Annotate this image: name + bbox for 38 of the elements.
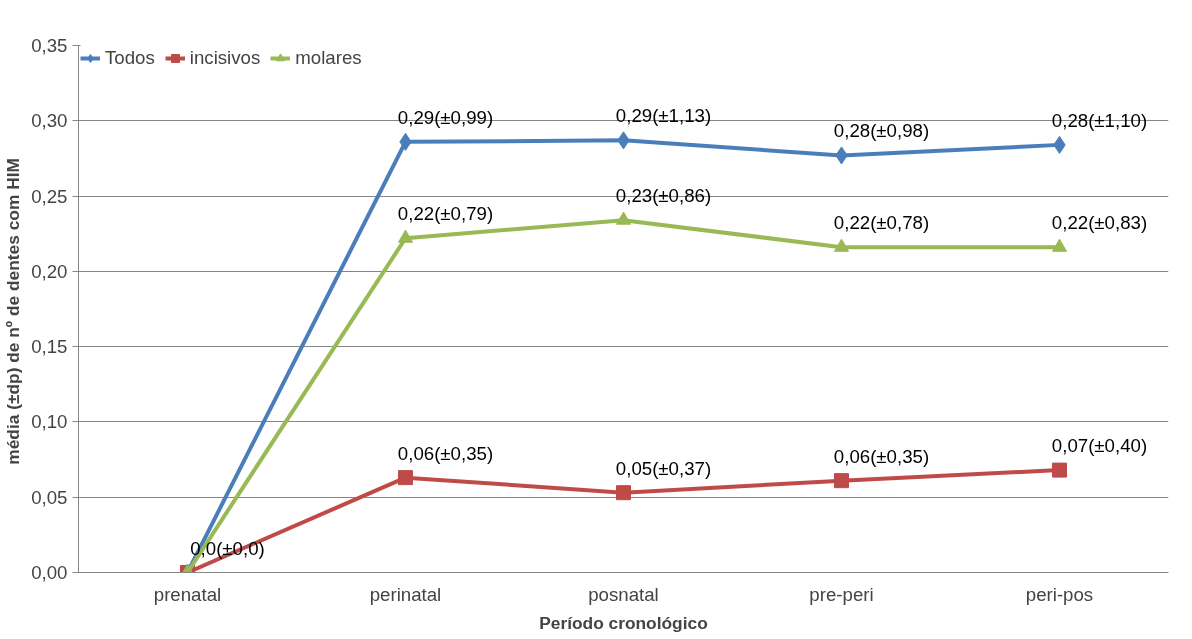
data-label: 0,22(±0,78) [833, 212, 930, 234]
data-label: 0,29(±0,99) [397, 106, 494, 128]
data-label: 0,22(±0,79) [397, 203, 494, 225]
point [1052, 462, 1067, 478]
data-label: 0,06(±0,35) [833, 445, 930, 467]
data-label: 0,22(±0,83) [1051, 212, 1148, 234]
data-label: 0,23(±0,86) [615, 185, 712, 207]
point [834, 238, 849, 252]
legend-label: molares [295, 47, 362, 69]
y-tick-label: 0,25 [31, 185, 68, 207]
point [1052, 238, 1067, 252]
data-label: 0,28(±0,98) [833, 120, 930, 142]
y-tick-label: 0,20 [31, 260, 68, 282]
x-tick-label: peri-pos [1025, 583, 1094, 605]
data-label: 0,05(±0,37) [615, 457, 712, 479]
data-label: 0,29(±1,13) [615, 105, 712, 127]
y-tick-label: 0,30 [31, 110, 68, 132]
point [398, 229, 413, 243]
data-label: 0,06(±0,35) [397, 442, 494, 464]
point [616, 485, 631, 501]
data-label: 0,07(±0,40) [1051, 435, 1148, 457]
legend-label: incisivos [189, 47, 261, 69]
data-label: 0,28(±1,10) [1051, 109, 1148, 131]
x-tick-label: posnatal [588, 583, 659, 605]
point [616, 211, 631, 225]
y-tick-label: 0,00 [31, 562, 68, 583]
point [834, 473, 849, 489]
y-tick-label: 0,10 [31, 411, 68, 433]
y-tick-label: 0,15 [31, 336, 68, 358]
x-tick-label: prenatal [153, 583, 222, 605]
y-axis-title: média (±dp) de nº de dentes com HIM [3, 158, 24, 465]
y-tick-label: 0,05 [31, 486, 68, 508]
legend-label: Todos [105, 47, 155, 69]
x-tick-label: pre-peri [809, 583, 874, 605]
x-tick-label: perinatal [369, 583, 442, 605]
y-tick-label: 0,35 [31, 35, 68, 56]
x-axis-title: Período cronológico [539, 612, 708, 633]
point [398, 470, 413, 486]
